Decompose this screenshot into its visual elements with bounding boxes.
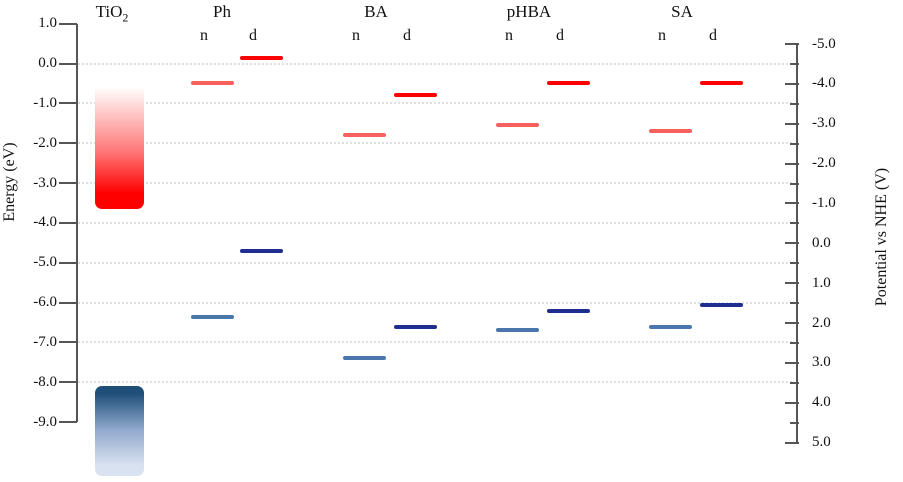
level-pHBA-n-homo bbox=[495, 328, 539, 333]
left-axis-tick-label: -4.0 bbox=[33, 214, 57, 231]
left-axis-tick-label: -2.0 bbox=[33, 134, 57, 151]
right-axis-minor-tick bbox=[790, 182, 799, 185]
right-axis-minor-tick bbox=[790, 262, 799, 265]
right-axis-tick-label: 0.0 bbox=[812, 234, 831, 251]
right-axis-tick-label: -1.0 bbox=[812, 194, 836, 211]
right-axis-major-tick bbox=[785, 82, 799, 85]
series-label-pHBA-d: d bbox=[556, 27, 564, 44]
right-axis-tick-label: -5.0 bbox=[812, 35, 836, 52]
level-pHBA-d-homo bbox=[546, 308, 590, 313]
series-label-SA-n: n bbox=[658, 27, 666, 44]
level-Ph-n-homo bbox=[190, 314, 234, 319]
level-SA-n-lumo bbox=[648, 129, 692, 134]
gridline bbox=[78, 182, 792, 185]
level-BA-n-homo bbox=[342, 356, 386, 361]
left-axis-tick bbox=[59, 221, 77, 224]
right-axis-major-tick bbox=[785, 202, 799, 205]
right-axis-tick-label: -2.0 bbox=[812, 155, 836, 172]
right-axis-tick-label: 1.0 bbox=[812, 274, 831, 291]
left-axis-tick bbox=[59, 22, 77, 25]
level-pHBA-d-lumo bbox=[546, 81, 590, 86]
left-axis-tick bbox=[59, 102, 77, 105]
tio2-conduction-band bbox=[95, 79, 144, 209]
right-axis-minor-tick bbox=[790, 222, 799, 225]
right-axis-major-tick bbox=[785, 361, 799, 364]
right-axis-major-tick bbox=[785, 322, 799, 324]
right-axis-tick-label: 5.0 bbox=[812, 434, 831, 451]
level-Ph-d-lumo bbox=[239, 55, 283, 60]
left-axis-tick bbox=[59, 421, 77, 424]
right-axis-major-tick bbox=[785, 122, 799, 125]
level-SA-d-homo bbox=[699, 302, 743, 307]
right-axis-tick-label: -4.0 bbox=[812, 75, 836, 92]
level-Ph-d-homo bbox=[239, 248, 283, 253]
left-axis-tick-label: -6.0 bbox=[33, 294, 57, 311]
right-axis-major-tick bbox=[785, 43, 799, 46]
series-label-Ph-d: d bbox=[249, 27, 257, 44]
series-label-BA-n: n bbox=[352, 27, 360, 44]
level-BA-d-homo bbox=[393, 324, 437, 329]
level-BA-d-lumo bbox=[393, 93, 437, 98]
gridline bbox=[78, 221, 792, 224]
left-axis-tick bbox=[59, 341, 77, 344]
gridline bbox=[78, 261, 792, 264]
right-axis-tick-label: 3.0 bbox=[812, 354, 831, 371]
tio2-label-subscript: 2 bbox=[122, 10, 129, 25]
level-pHBA-n-lumo bbox=[495, 123, 539, 128]
gridline bbox=[78, 102, 792, 105]
right-axis-tick-label: 4.0 bbox=[812, 394, 831, 411]
level-SA-d-lumo bbox=[699, 81, 743, 86]
left-axis-tick-label: -5.0 bbox=[33, 254, 57, 271]
right-axis-minor-tick bbox=[790, 102, 799, 105]
series-label-BA-d: d bbox=[403, 27, 411, 44]
group-title-pHBA: pHBA bbox=[506, 2, 552, 21]
left-axis-tick-label: -3.0 bbox=[33, 174, 57, 191]
left-axis-tick bbox=[59, 381, 77, 384]
right-axis-tick-label: -3.0 bbox=[812, 115, 836, 132]
level-SA-n-homo bbox=[648, 324, 692, 329]
left-axis-tick bbox=[59, 182, 77, 185]
left-axis-tick bbox=[59, 142, 77, 145]
right-axis-major-tick bbox=[785, 401, 799, 404]
level-Ph-n-lumo bbox=[190, 81, 234, 86]
left-axis-tick-label: 1.0 bbox=[38, 15, 57, 32]
left-axis-tick bbox=[59, 301, 77, 304]
right-axis-minor-tick bbox=[790, 421, 799, 424]
left-axis-tick bbox=[59, 261, 77, 264]
series-label-SA-d: d bbox=[709, 27, 717, 44]
gridline bbox=[78, 62, 792, 65]
tio2-label-text: TiO bbox=[95, 2, 123, 21]
right-axis-minor-tick bbox=[790, 62, 799, 65]
right-axis-title: Potential vs NHE (V) bbox=[873, 167, 890, 307]
tio2-column-label: TiO2 bbox=[72, 2, 152, 27]
right-axis-tick-label: 2.0 bbox=[812, 314, 831, 331]
level-BA-n-lumo bbox=[342, 133, 386, 138]
group-title-BA: BA bbox=[364, 2, 388, 21]
left-axis-tick-label: 0.0 bbox=[38, 55, 57, 71]
series-label-pHBA-n: n bbox=[505, 27, 513, 44]
right-axis-major-tick bbox=[785, 441, 799, 444]
series-label-Ph-n: n bbox=[200, 27, 208, 44]
gridline bbox=[78, 341, 792, 344]
group-title-SA: SA bbox=[671, 2, 693, 21]
left-axis-tick-label: -7.0 bbox=[33, 333, 57, 350]
right-axis-minor-tick bbox=[790, 381, 799, 384]
right-axis-major-tick bbox=[785, 242, 799, 245]
right-axis-minor-tick bbox=[790, 142, 799, 145]
tio2-valence-band bbox=[95, 386, 144, 476]
right-axis-minor-tick bbox=[790, 302, 799, 305]
left-axis-tick-label: -1.0 bbox=[33, 94, 57, 111]
right-axis-minor-tick bbox=[790, 341, 799, 344]
right-axis-major-tick bbox=[785, 282, 799, 285]
left-axis-tick-label: -8.0 bbox=[33, 373, 57, 390]
gridline bbox=[78, 301, 792, 304]
left-axis-tick bbox=[59, 62, 77, 65]
right-axis-major-tick bbox=[785, 162, 799, 165]
group-title-Ph: Ph bbox=[213, 2, 231, 21]
gridline bbox=[78, 381, 792, 384]
left-axis-tick-label: -9.0 bbox=[33, 413, 57, 430]
gridline bbox=[78, 142, 792, 145]
